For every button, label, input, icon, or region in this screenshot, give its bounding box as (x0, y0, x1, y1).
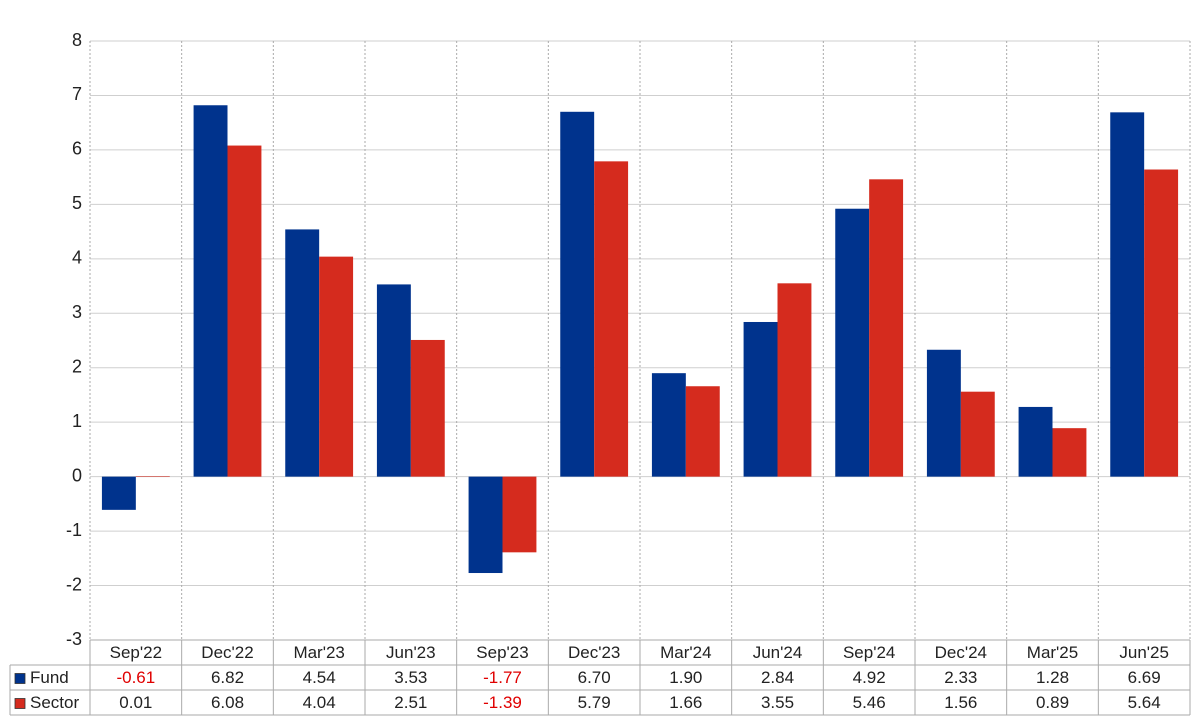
bar (685, 386, 720, 477)
y-tick-label: -3 (66, 629, 82, 649)
bar (1052, 428, 1087, 477)
y-tick-label: 8 (72, 30, 82, 50)
x-tick-label: Sep'24 (843, 643, 895, 662)
data-label: 5.64 (1128, 693, 1161, 712)
bar (319, 256, 354, 477)
data-label: 3.53 (394, 668, 427, 687)
y-tick-label: 1 (72, 411, 82, 431)
data-label: 0.89 (1036, 693, 1069, 712)
bar (502, 476, 537, 553)
bar (743, 321, 778, 477)
data-label: 0.01 (119, 693, 152, 712)
data-label: 6.69 (1128, 668, 1161, 687)
bar (135, 476, 170, 477)
data-label: 2.33 (944, 668, 977, 687)
legend-swatch (14, 698, 26, 709)
bar (193, 105, 228, 477)
x-tick-label: Dec'24 (935, 643, 987, 662)
data-label: 6.70 (578, 668, 611, 687)
bar (285, 229, 320, 477)
data-label: 6.82 (211, 668, 244, 687)
x-tick-label: Mar'23 (293, 643, 344, 662)
legend-label: Sector (30, 693, 79, 712)
x-tick-label: Dec'22 (201, 643, 253, 662)
y-tick-label: -1 (66, 520, 82, 540)
bar (869, 179, 904, 477)
bar (835, 208, 870, 477)
y-tick-label: 4 (72, 248, 82, 268)
bar (1110, 112, 1145, 477)
legend-swatch (14, 673, 26, 684)
bar (560, 111, 595, 477)
bar (926, 349, 961, 477)
data-label: 1.28 (1036, 668, 1069, 687)
data-label: 4.92 (853, 668, 886, 687)
y-tick-label: 6 (72, 139, 82, 159)
bar (468, 476, 503, 574)
data-label: 2.84 (761, 668, 794, 687)
bar (376, 284, 411, 477)
y-tick-label: 2 (72, 356, 82, 376)
y-tick-label: 5 (72, 193, 82, 213)
x-tick-label: Mar'24 (660, 643, 711, 662)
data-label: 1.90 (669, 668, 702, 687)
bar (101, 476, 136, 510)
y-tick-label: -2 (66, 574, 82, 594)
bar (1144, 169, 1179, 477)
bar (1018, 406, 1053, 477)
x-tick-label: Jun'24 (753, 643, 803, 662)
y-tick-label: 7 (72, 84, 82, 104)
y-tick-label: 0 (72, 465, 82, 485)
data-label: 1.66 (669, 693, 702, 712)
data-label: 4.54 (303, 668, 336, 687)
x-tick-label: Jun'25 (1119, 643, 1169, 662)
x-tick-label: Sep'22 (110, 643, 162, 662)
bar (777, 283, 812, 477)
y-tick-label: 3 (72, 302, 82, 322)
bar (227, 145, 262, 477)
data-label: 5.79 (578, 693, 611, 712)
x-tick-label: Dec'23 (568, 643, 620, 662)
data-label: 2.51 (394, 693, 427, 712)
data-label: 6.08 (211, 693, 244, 712)
data-label: 4.04 (303, 693, 336, 712)
data-label: 5.46 (853, 693, 886, 712)
legend-label: Fund (30, 668, 69, 687)
x-tick-label: Jun'23 (386, 643, 436, 662)
data-label: -1.39 (483, 693, 522, 712)
bar (651, 373, 686, 477)
bar (410, 339, 445, 477)
data-label: 1.56 (944, 693, 977, 712)
x-tick-label: Mar'25 (1027, 643, 1078, 662)
data-label: -1.77 (483, 668, 522, 687)
x-tick-label: Sep'23 (476, 643, 528, 662)
data-label: -0.61 (116, 668, 155, 687)
bar (960, 391, 995, 477)
bar (594, 161, 629, 477)
data-label: 3.55 (761, 693, 794, 712)
